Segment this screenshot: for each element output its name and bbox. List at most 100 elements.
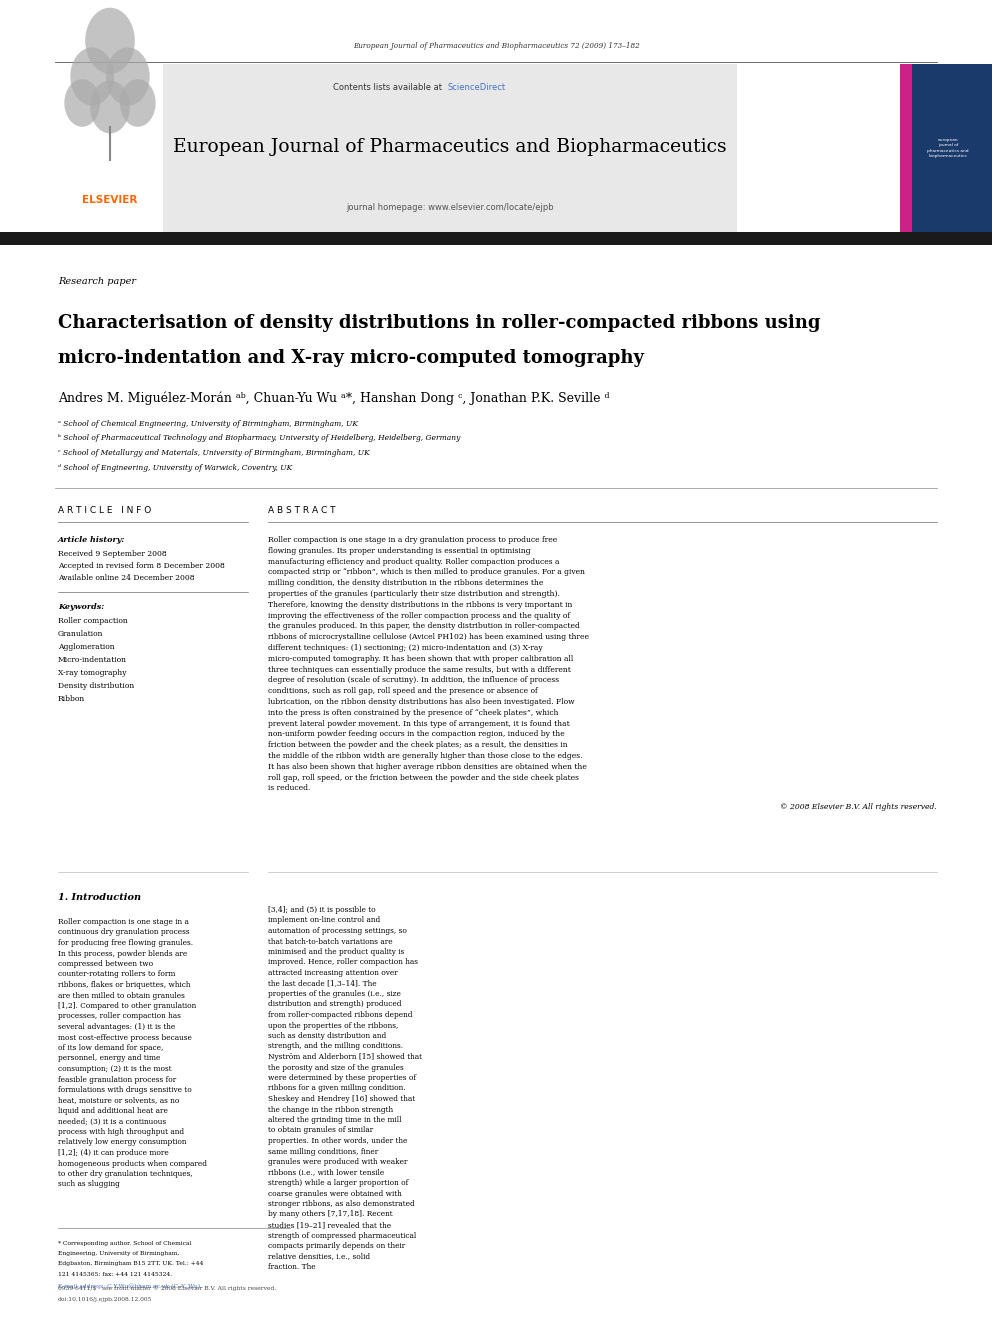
Text: journal homepage: www.elsevier.com/locate/ejpb: journal homepage: www.elsevier.com/locat…: [346, 204, 554, 213]
Text: relative densities, i.e., solid: relative densities, i.e., solid: [268, 1253, 370, 1261]
Text: manufacturing efficiency and product quality. Roller compaction produces a: manufacturing efficiency and product qua…: [268, 557, 559, 566]
Text: the last decade [1,3–14]. The: the last decade [1,3–14]. The: [268, 979, 377, 987]
Text: improved. Hence, roller compaction has: improved. Hence, roller compaction has: [268, 958, 418, 967]
Text: needed; (3) it is a continuous: needed; (3) it is a continuous: [58, 1118, 166, 1126]
Text: [1,2]; (4) it can produce more: [1,2]; (4) it can produce more: [58, 1148, 169, 1158]
Text: ribbons for a given milling condition.: ribbons for a given milling condition.: [268, 1085, 406, 1093]
Text: ScienceDirect: ScienceDirect: [448, 83, 506, 93]
Text: European Journal of Pharmaceutics and Biopharmaceutics 72 (2009) 173–182: European Journal of Pharmaceutics and Bi…: [352, 42, 640, 50]
Text: compacts primarily depends on their: compacts primarily depends on their: [268, 1242, 406, 1250]
Text: Density distribution: Density distribution: [58, 681, 134, 691]
Text: compressed between two: compressed between two: [58, 960, 153, 968]
Text: the granules produced. In this paper, the density distribution in roller-compact: the granules produced. In this paper, th…: [268, 622, 580, 630]
Text: X-ray tomography: X-ray tomography: [58, 669, 127, 677]
Text: [1,2]. Compared to other granulation: [1,2]. Compared to other granulation: [58, 1002, 196, 1009]
Text: flowing granules. Its proper understanding is essential in optimising: flowing granules. Its proper understandi…: [268, 546, 531, 554]
Text: is reduced.: is reduced.: [268, 785, 310, 792]
Text: were determined by these properties of: were determined by these properties of: [268, 1074, 416, 1082]
Text: European Journal of Pharmaceutics and Biopharmaceutics: European Journal of Pharmaceutics and Bi…: [174, 138, 727, 156]
Circle shape: [85, 8, 135, 74]
Text: such as density distribution and: such as density distribution and: [268, 1032, 386, 1040]
Text: three techniques can essentially produce the same results, but with a different: three techniques can essentially produce…: [268, 665, 570, 673]
Text: compacted strip or “ribbon”, which is then milled to produce granules. For a giv: compacted strip or “ribbon”, which is th…: [268, 569, 585, 577]
Text: In this process, powder blends are: In this process, powder blends are: [58, 950, 187, 958]
Text: european
journal of
pharmaceutics and
biopharmaceutics: european journal of pharmaceutics and bi…: [928, 138, 969, 157]
Text: Research paper: Research paper: [58, 278, 136, 287]
Text: altered the grinding time in the mill: altered the grinding time in the mill: [268, 1117, 402, 1125]
Text: roll gap, roll speed, or the friction between the powder and the side cheek plat: roll gap, roll speed, or the friction be…: [268, 774, 579, 782]
Text: to obtain granules of similar: to obtain granules of similar: [268, 1126, 373, 1135]
Text: 121 4145365; fax: +44 121 4145324.: 121 4145365; fax: +44 121 4145324.: [58, 1271, 173, 1277]
Text: Micro-indentation: Micro-indentation: [58, 656, 127, 664]
Circle shape: [90, 81, 130, 134]
Text: formulations with drugs sensitive to: formulations with drugs sensitive to: [58, 1086, 191, 1094]
Text: Nyström and Alderborn [15] showed that: Nyström and Alderborn [15] showed that: [268, 1053, 422, 1061]
Text: 0939-6411/$ - see front matter © 2008 Elsevier B.V. All rights reserved.: 0939-6411/$ - see front matter © 2008 El…: [58, 1285, 276, 1291]
Text: upon the properties of the ribbons,: upon the properties of the ribbons,: [268, 1021, 399, 1029]
Text: Edgbaston, Birmingham B15 2TT, UK. Tel.: +44: Edgbaston, Birmingham B15 2TT, UK. Tel.:…: [58, 1262, 203, 1266]
Text: degree of resolution (scale of scrutiny). In addition, the influence of process: degree of resolution (scale of scrutiny)…: [268, 676, 559, 684]
Text: feasible granulation process for: feasible granulation process for: [58, 1076, 177, 1084]
Text: It has also been shown that higher average ribbon densities are obtained when th: It has also been shown that higher avera…: [268, 763, 587, 771]
Text: Agglomeration: Agglomeration: [58, 643, 115, 651]
Text: the change in the ribbon strength: the change in the ribbon strength: [268, 1106, 393, 1114]
Text: micro-indentation and X-ray micro-computed tomography: micro-indentation and X-ray micro-comput…: [58, 349, 644, 366]
Text: minimised and the product quality is: minimised and the product quality is: [268, 949, 405, 957]
Circle shape: [64, 79, 100, 127]
Text: Ribbon: Ribbon: [58, 695, 85, 703]
Text: stronger ribbons, as also demonstrated: stronger ribbons, as also demonstrated: [268, 1200, 415, 1208]
Text: Available online 24 December 2008: Available online 24 December 2008: [58, 574, 194, 582]
Text: 1. Introduction: 1. Introduction: [58, 893, 141, 901]
Text: are then milled to obtain granules: are then milled to obtain granules: [58, 991, 185, 999]
Text: by many others [7,17,18]. Recent: by many others [7,17,18]. Recent: [268, 1211, 393, 1218]
Text: such as slugging: such as slugging: [58, 1180, 120, 1188]
Text: Roller compaction is one stage in a: Roller compaction is one stage in a: [58, 918, 188, 926]
Text: properties. In other words, under the: properties. In other words, under the: [268, 1136, 408, 1144]
Text: milling condition, the density distribution in the ribbons determines the: milling condition, the density distribut…: [268, 579, 544, 587]
Text: * Corresponding author. School of Chemical: * Corresponding author. School of Chemic…: [58, 1241, 191, 1246]
Text: ribbons, flakes or briquettes, which: ribbons, flakes or briquettes, which: [58, 980, 190, 990]
Text: distribution and strength) produced: distribution and strength) produced: [268, 1000, 402, 1008]
Text: Keywords:: Keywords:: [58, 603, 104, 611]
Text: personnel, energy and time: personnel, energy and time: [58, 1054, 161, 1062]
Text: A R T I C L E   I N F O: A R T I C L E I N F O: [58, 505, 151, 515]
Text: Granulation: Granulation: [58, 630, 103, 638]
Text: counter-rotating rollers to form: counter-rotating rollers to form: [58, 971, 176, 979]
Text: lubrication, on the ribbon density distributions has also been investigated. Flo: lubrication, on the ribbon density distr…: [268, 699, 574, 706]
Text: several advantages: (1) it is the: several advantages: (1) it is the: [58, 1023, 176, 1031]
Text: © 2008 Elsevier B.V. All rights reserved.: © 2008 Elsevier B.V. All rights reserved…: [781, 803, 937, 811]
Circle shape: [106, 48, 150, 106]
Text: Therefore, knowing the density distributions in the ribbons is very important in: Therefore, knowing the density distribut…: [268, 601, 572, 609]
Text: properties of the granules (i.e., size: properties of the granules (i.e., size: [268, 990, 401, 998]
Text: continuous dry granulation process: continuous dry granulation process: [58, 929, 189, 937]
Text: prevent lateral powder movement. In this type of arrangement, it is found that: prevent lateral powder movement. In this…: [268, 720, 569, 728]
Text: Sheskey and Hendrey [16] showed that: Sheskey and Hendrey [16] showed that: [268, 1095, 415, 1103]
Text: the middle of the ribbon width are generally higher than those close to the edge: the middle of the ribbon width are gener…: [268, 751, 582, 759]
Text: to other dry granulation techniques,: to other dry granulation techniques,: [58, 1170, 192, 1177]
Text: ᵇ School of Pharmaceutical Technology and Biopharmacy, University of Heidelberg,: ᵇ School of Pharmaceutical Technology an…: [58, 434, 460, 442]
Circle shape: [120, 79, 156, 127]
Text: ribbons of microcrystalline cellulose (Avicel PH102) has been examined using thr: ribbons of microcrystalline cellulose (A…: [268, 634, 589, 642]
Text: friction between the powder and the cheek plates; as a result, the densities in: friction between the powder and the chee…: [268, 741, 567, 749]
Text: properties of the granules (particularly their size distribution and strength).: properties of the granules (particularly…: [268, 590, 559, 598]
Text: for producing free flowing granules.: for producing free flowing granules.: [58, 939, 193, 947]
Text: ᵈ School of Engineering, University of Warwick, Coventry, UK: ᵈ School of Engineering, University of W…: [58, 463, 293, 471]
Text: that batch-to-batch variations are: that batch-to-batch variations are: [268, 938, 393, 946]
Text: Characterisation of density distributions in roller-compacted ribbons using: Characterisation of density distribution…: [58, 314, 820, 332]
Text: Contents lists available at: Contents lists available at: [333, 83, 445, 93]
Text: process with high throughput and: process with high throughput and: [58, 1129, 185, 1136]
Text: studies [19–21] revealed that the: studies [19–21] revealed that the: [268, 1221, 391, 1229]
Text: the porosity and size of the granules: the porosity and size of the granules: [268, 1064, 404, 1072]
Text: fraction. The: fraction. The: [268, 1263, 315, 1271]
Text: automation of processing settings, so: automation of processing settings, so: [268, 927, 407, 935]
Text: homogeneous products when compared: homogeneous products when compared: [58, 1159, 207, 1167]
Text: attracted increasing attention over: attracted increasing attention over: [268, 968, 398, 976]
FancyBboxPatch shape: [900, 64, 912, 232]
Text: conditions, such as roll gap, roll speed and the presence or absence of: conditions, such as roll gap, roll speed…: [268, 687, 538, 695]
Text: different techniques: (1) sectioning; (2) micro-indentation and (3) X-ray: different techniques: (1) sectioning; (2…: [268, 644, 543, 652]
Text: consumption; (2) it is the most: consumption; (2) it is the most: [58, 1065, 172, 1073]
Text: micro-computed tomography. It has been shown that with proper calibration all: micro-computed tomography. It has been s…: [268, 655, 573, 663]
Text: Engineering, University of Birmingham,: Engineering, University of Birmingham,: [58, 1252, 180, 1257]
Text: relatively low energy consumption: relatively low energy consumption: [58, 1139, 186, 1147]
FancyBboxPatch shape: [163, 64, 737, 232]
